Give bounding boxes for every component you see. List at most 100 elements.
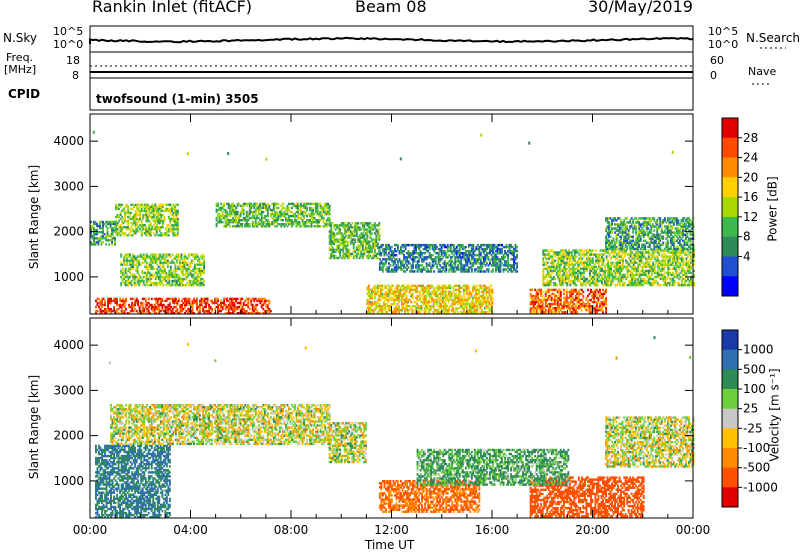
- data-cell: [396, 288, 399, 292]
- data-cell: [145, 203, 148, 206]
- data-cell: [451, 252, 454, 255]
- data-cell: [439, 258, 442, 261]
- data-cell: [363, 224, 366, 227]
- data-cell: [168, 307, 171, 311]
- data-cell: [236, 216, 239, 220]
- data-cell: [491, 290, 494, 294]
- data-cell: [143, 232, 146, 235]
- data-cell: [476, 305, 479, 308]
- data-cell: [274, 225, 277, 228]
- data-cell: [110, 297, 112, 301]
- data-cell: [226, 214, 229, 218]
- data-cell: [418, 264, 420, 267]
- data-cell: [250, 202, 253, 206]
- data-cell: [475, 247, 478, 251]
- data-cell: [289, 219, 292, 222]
- data-cell: [413, 247, 416, 251]
- data-cell: [185, 269, 187, 273]
- data-cell: [209, 312, 212, 315]
- data-cell: [172, 217, 175, 221]
- data-cell: [301, 210, 304, 214]
- data-cell: [373, 248, 376, 251]
- data-cell: [233, 219, 236, 222]
- data-cell: [100, 226, 103, 230]
- data-cell: [260, 297, 263, 301]
- data-cell: [226, 312, 229, 315]
- data-cell: [333, 224, 336, 227]
- data-cell: [132, 267, 135, 270]
- data-cell: [151, 228, 154, 231]
- data-cell: [169, 255, 172, 258]
- data-cell: [168, 273, 171, 277]
- data-cell: [96, 241, 98, 244]
- data-cell: [120, 269, 123, 273]
- data-cell: [217, 299, 219, 303]
- data-cell: [373, 250, 376, 254]
- data-cell: [157, 253, 160, 256]
- data-cell: [400, 245, 402, 249]
- data-cell: [251, 221, 254, 224]
- data-cell: [428, 270, 431, 273]
- data-cell: [230, 299, 233, 303]
- data-cell: [355, 246, 358, 249]
- data-cell: [96, 233, 98, 236]
- data-cell: [166, 259, 169, 262]
- data-cell: [105, 312, 108, 315]
- data-cell: [182, 273, 184, 277]
- data-cell: [386, 290, 388, 294]
- data-cell: [343, 236, 346, 239]
- data-cell: [403, 250, 405, 253]
- data-cell: [110, 307, 112, 311]
- data-cell: [125, 234, 128, 237]
- data-cell: [310, 206, 313, 210]
- data-cell: [449, 250, 452, 253]
- data-cell: [221, 301, 224, 305]
- data-cell: [157, 213, 160, 217]
- data-cell: [373, 222, 376, 225]
- data-cell: [440, 286, 443, 289]
- data-cell: [203, 265, 205, 268]
- data-cell: [460, 268, 463, 271]
- data-cell: [363, 250, 366, 254]
- data-cell: [174, 271, 177, 275]
- data-cell: [156, 283, 159, 287]
- data-cell: [346, 254, 349, 258]
- data-cell: [378, 222, 381, 225]
- data-cell: [358, 226, 361, 229]
- data-cell: [379, 298, 382, 302]
- data-cell: [158, 219, 161, 223]
- data-cell: [352, 234, 355, 237]
- data-cell: [124, 253, 127, 256]
- data-cell: [444, 284, 447, 287]
- data-cell: [278, 216, 281, 220]
- data-cell: [138, 281, 141, 285]
- data-cell: [277, 212, 280, 216]
- data-cell: [130, 279, 133, 283]
- data-cell: [166, 277, 169, 281]
- data-cell: [187, 297, 189, 301]
- data-cell: [437, 288, 440, 292]
- data-cell: [376, 286, 379, 289]
- data-cell: [127, 211, 130, 215]
- data-cell: [414, 296, 417, 300]
- data-cell: [171, 259, 174, 262]
- data-cell: [404, 300, 406, 304]
- data-cell: [382, 264, 384, 267]
- data-cell: [346, 230, 349, 233]
- data-cell: [230, 297, 233, 301]
- data-cell: [147, 307, 150, 311]
- data-cell: [170, 205, 173, 208]
- data-cell: [172, 203, 175, 206]
- data-cell: [348, 236, 351, 239]
- data-cell: [431, 266, 434, 269]
- data-cell: [241, 206, 244, 210]
- data-cell: [313, 212, 316, 216]
- data-cell: [220, 202, 222, 206]
- data-cell: [461, 286, 464, 289]
- data-cell: [472, 262, 475, 265]
- data-cell: [262, 216, 265, 220]
- data-cell: [380, 243, 383, 247]
- data-cell: [245, 219, 248, 222]
- data-cell: [328, 204, 331, 208]
- data-cell: [369, 234, 372, 237]
